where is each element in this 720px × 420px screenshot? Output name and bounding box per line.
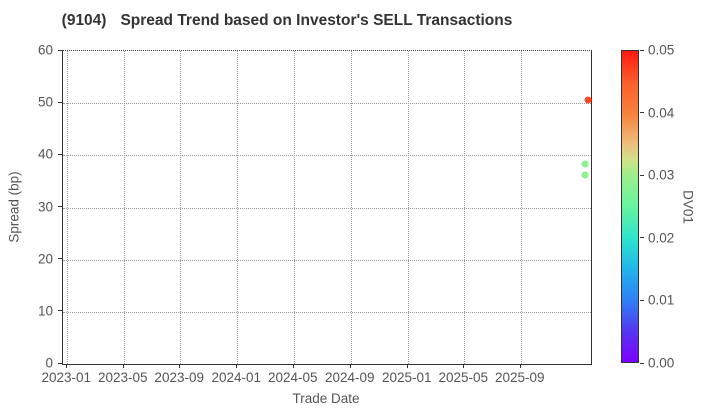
y-tick-label: 0 — [45, 355, 53, 371]
y-tick-mark — [58, 101, 62, 103]
chart-title-text: Spread Trend based on Investor's SELL Tr… — [120, 12, 513, 29]
y-tick-mark — [58, 49, 62, 51]
x-tick-mark — [66, 364, 68, 368]
y-tick-mark — [58, 310, 62, 312]
colorbar-tick-mark — [640, 362, 644, 364]
x-tick-mark — [406, 364, 408, 368]
x-gridline — [180, 51, 182, 364]
y-gridline — [63, 311, 591, 313]
data-point — [581, 160, 589, 168]
y-tick-label: 30 — [37, 199, 53, 214]
x-axis-label: Trade Date — [292, 391, 360, 406]
x-tick-mark — [122, 364, 124, 368]
x-gridline — [123, 51, 125, 364]
x-gridline — [293, 51, 295, 364]
x-tick-label: 2025-09 — [494, 370, 545, 385]
colorbar-tick-mark — [640, 112, 644, 114]
colorbar-tick-label: 0.00 — [648, 355, 675, 371]
colorbar-tick-mark — [640, 299, 644, 301]
colorbar-tick-mark — [640, 49, 644, 51]
y-tick-label: 50 — [37, 94, 53, 110]
y-tick-label: 60 — [37, 42, 53, 58]
plot-area — [62, 50, 592, 365]
colorbar-tick-label: 0.02 — [648, 230, 675, 246]
x-tick-mark — [236, 364, 238, 368]
y-tick-label: 20 — [37, 251, 53, 267]
data-point — [584, 96, 592, 103]
y-tick-mark — [58, 362, 62, 364]
colorbar — [621, 50, 639, 363]
x-tick-label: 2023-05 — [97, 370, 148, 385]
colorbar-tick-mark — [640, 237, 644, 239]
y-gridline — [63, 103, 591, 105]
colorbar-tick-label: 0.05 — [648, 42, 675, 58]
x-tick-label: 2024-09 — [324, 370, 375, 385]
x-tick-label: 2023-01 — [41, 370, 91, 385]
x-tick-mark — [349, 364, 351, 368]
chart-title: (9104) Spread Trend based on Investor's S… — [0, 12, 574, 30]
y-tick-label: 40 — [37, 146, 53, 162]
x-gridline — [464, 51, 466, 364]
ticker-code: (9104) — [61, 12, 107, 29]
x-tick-mark — [179, 364, 181, 368]
colorbar-tick-label: 0.04 — [648, 105, 675, 121]
x-tick-label: 2025-01 — [382, 370, 432, 385]
x-tick-label: 2025-05 — [438, 370, 489, 385]
x-tick-mark — [519, 364, 521, 368]
x-tick-label: 2024-01 — [211, 370, 262, 385]
x-tick-mark — [292, 364, 294, 368]
y-gridline — [63, 259, 591, 261]
colorbar-tick-label: 0.03 — [648, 167, 675, 183]
y-gridline — [63, 207, 591, 209]
x-tick-label: 2023-09 — [154, 370, 204, 385]
y-tick-mark — [58, 206, 62, 207]
y-gridline — [63, 155, 591, 157]
colorbar-tick-label: 0.01 — [648, 292, 675, 308]
y-tick-label: 10 — [37, 303, 53, 319]
colorbar-label: DV01 — [680, 190, 696, 224]
x-tick-label: 2024-05 — [267, 370, 318, 385]
colorbar-tick-mark — [640, 174, 644, 176]
y-tick-mark — [58, 258, 62, 260]
x-gridline — [407, 51, 409, 364]
x-gridline — [350, 51, 352, 364]
x-gridline — [520, 51, 522, 364]
data-point — [581, 171, 589, 179]
x-gridline — [67, 51, 69, 364]
x-tick-mark — [463, 364, 465, 368]
y-tick-mark — [58, 153, 62, 155]
x-gridline — [237, 51, 239, 364]
